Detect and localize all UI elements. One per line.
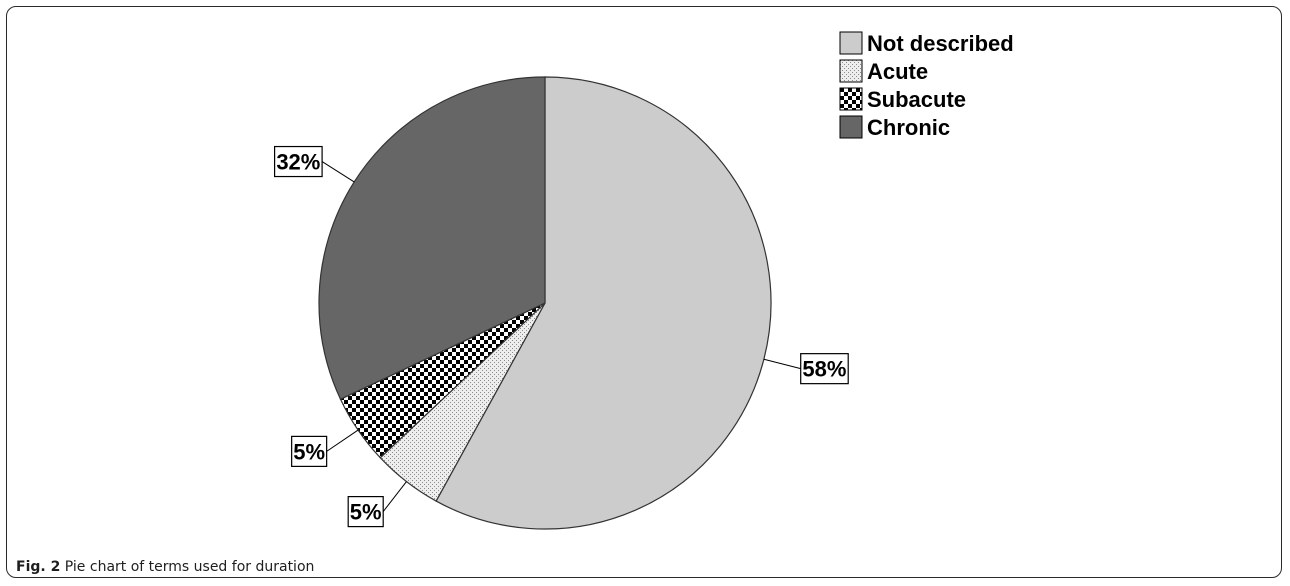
data-label-not-described: 58% [802, 357, 846, 382]
data-label-box [291, 435, 328, 467]
legend: Not described Acute Subacute Chronic [839, 31, 1014, 140]
leader-line-chronic [321, 161, 355, 183]
caption-text: Pie chart of terms used for duration [64, 559, 315, 575]
legend-swatch-chronic [839, 115, 863, 139]
legend-label-not-described: Not described [867, 31, 1014, 56]
figure-caption: Fig. 2 Pie chart of terms used for durat… [16, 558, 314, 576]
legend-label-subacute: Subacute [867, 87, 966, 112]
data-labels: 58% 5% 5% 32% [273, 145, 849, 528]
legend-label-acute: Acute [867, 59, 928, 84]
leader-line-acute [382, 481, 407, 512]
leader-line-subacute [326, 429, 359, 452]
pie-slice-chronic [318, 76, 546, 401]
pie-slices [318, 76, 772, 530]
leader-line-not-described [763, 358, 801, 370]
legend-label-chronic: Chronic [867, 115, 950, 140]
data-label-chronic: 32% [276, 150, 320, 175]
data-label-acute: 5% [350, 500, 382, 525]
data-label-box [347, 496, 384, 528]
legend-swatch-acute [839, 59, 863, 83]
data-label-box [800, 353, 849, 385]
data-label-subacute: 5% [293, 439, 325, 464]
leader-lines [321, 161, 801, 512]
legend-swatch-not-described [839, 31, 863, 55]
data-label-box [273, 145, 323, 178]
figure-label: Fig. 2 [16, 559, 61, 575]
legend-swatch-subacute [839, 87, 863, 111]
